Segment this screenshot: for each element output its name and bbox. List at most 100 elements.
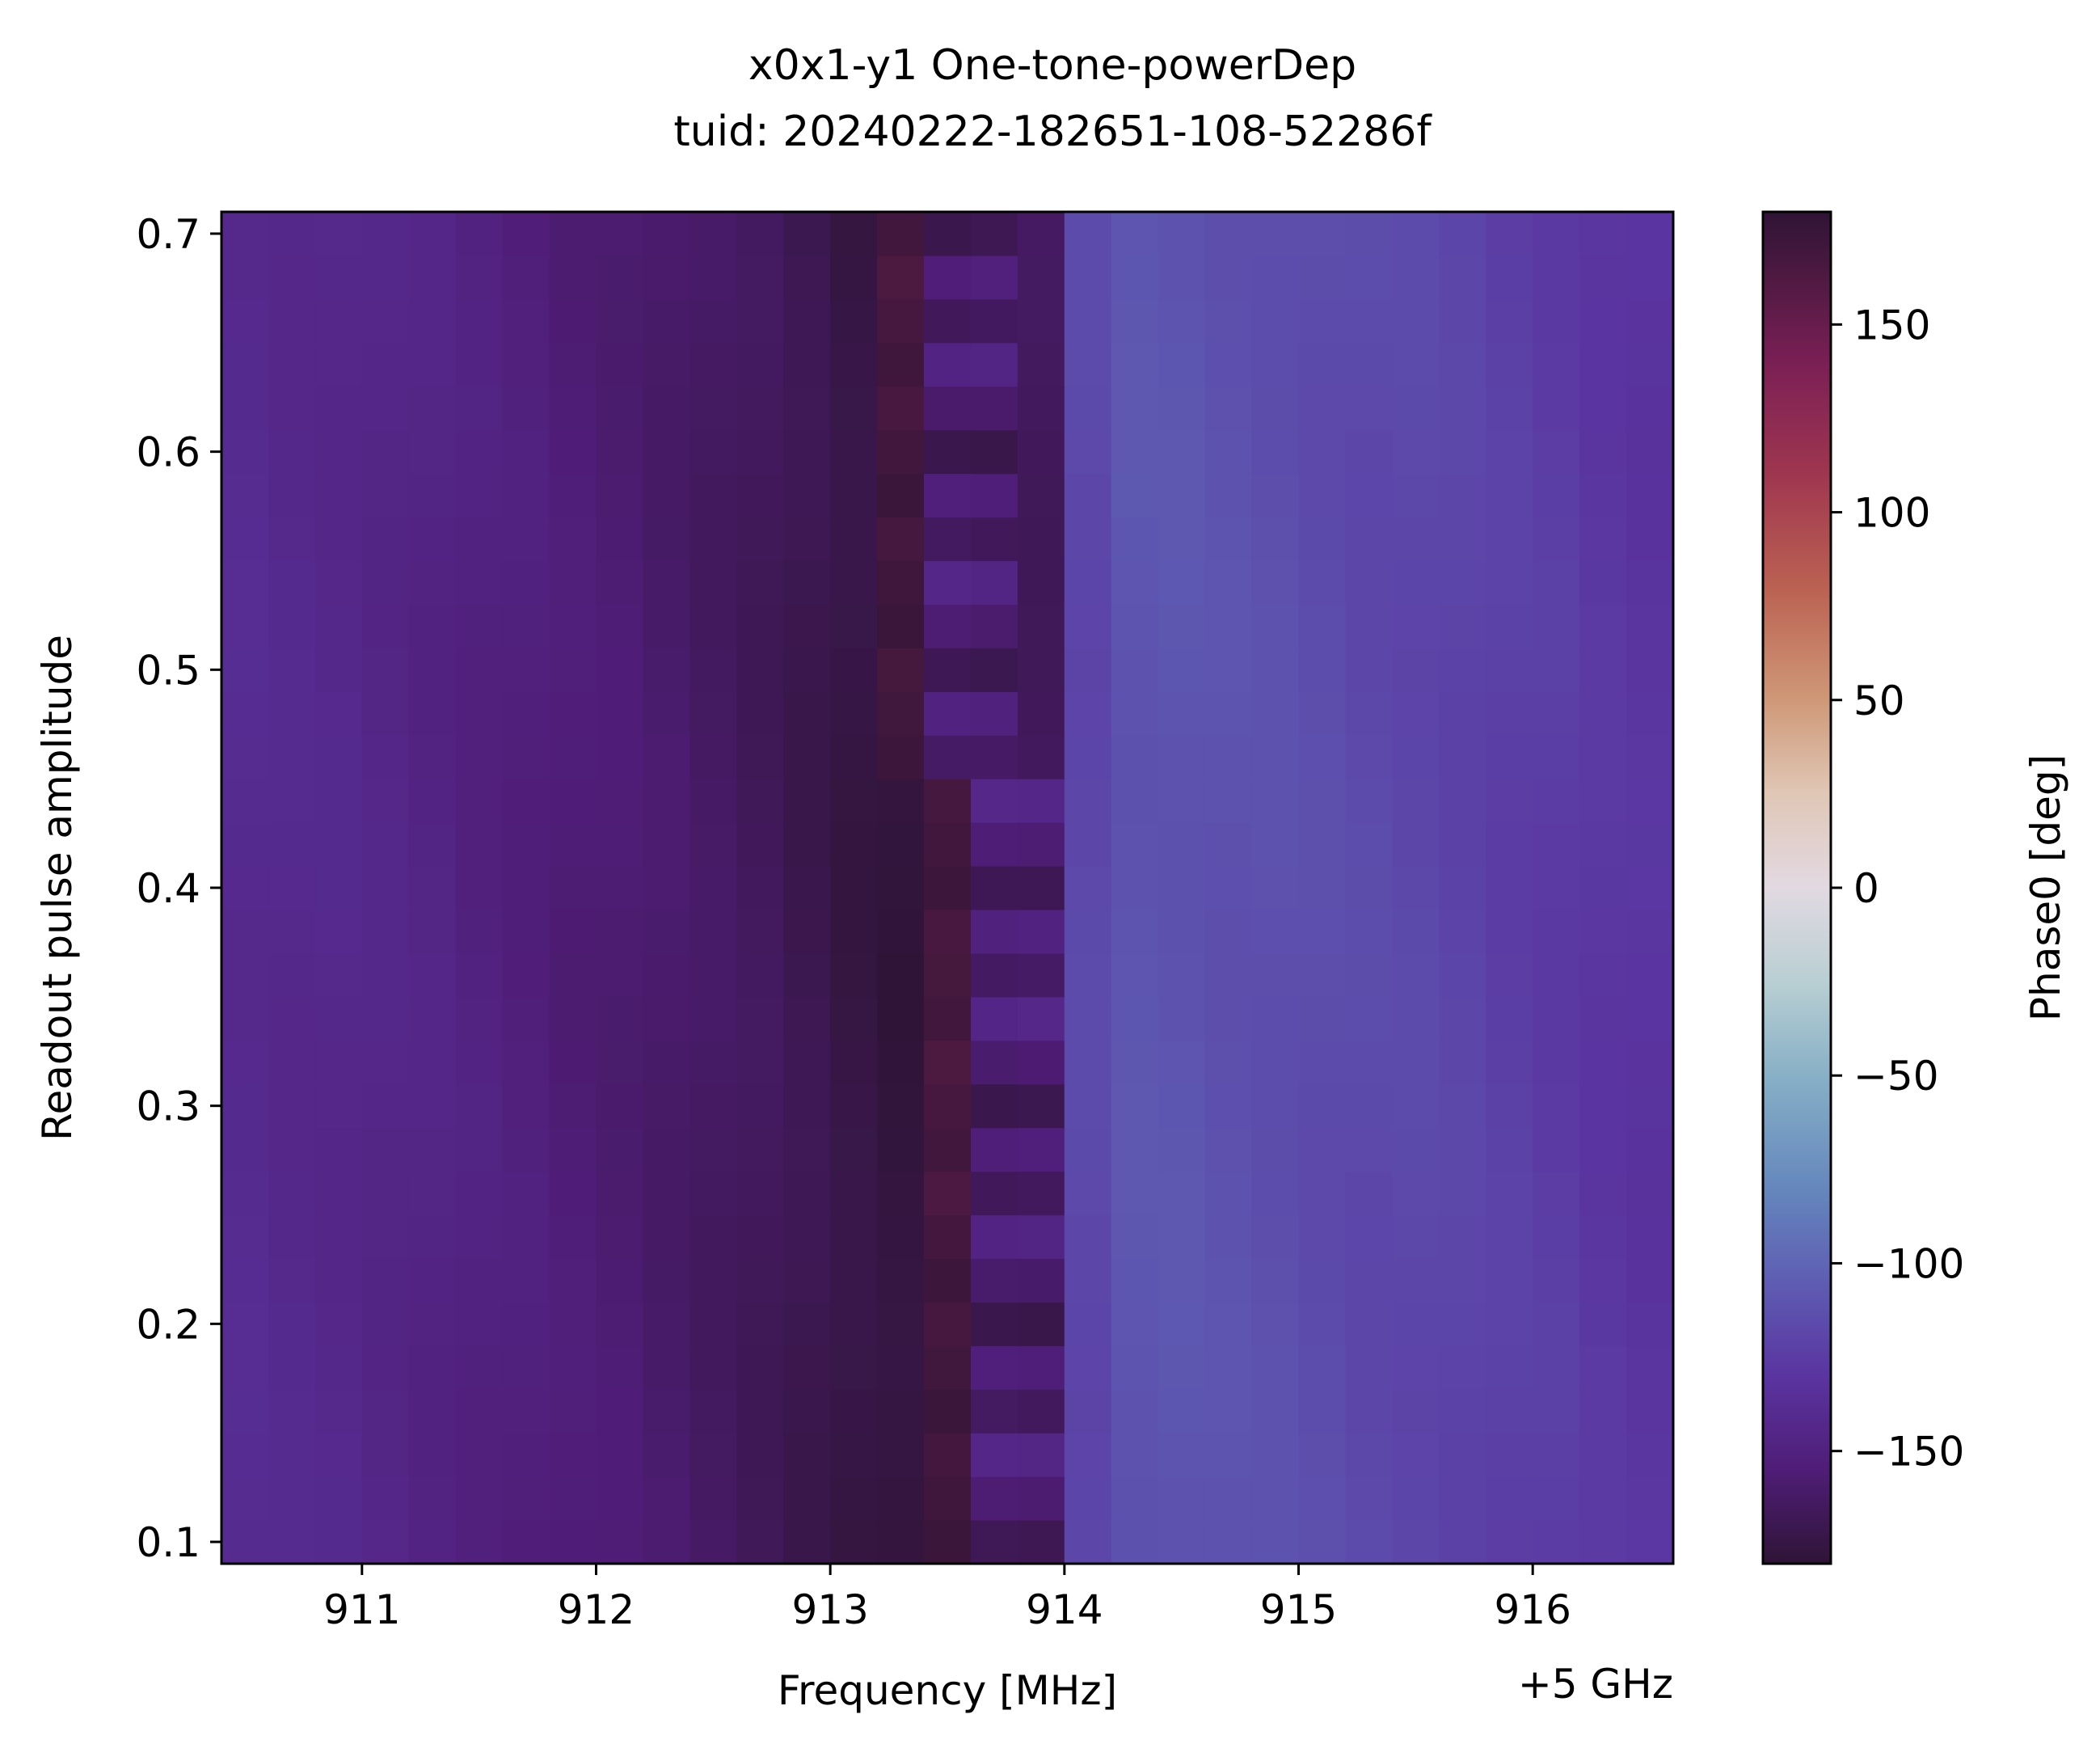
heatmap-cell xyxy=(1533,822,1580,867)
heatmap-cell xyxy=(502,1040,550,1085)
heatmap-cell xyxy=(361,517,410,561)
heatmap-cell xyxy=(455,386,504,431)
heatmap-cell xyxy=(361,952,410,998)
heatmap-cell xyxy=(314,866,363,910)
heatmap-cell xyxy=(1017,298,1065,344)
heatmap-cell xyxy=(1626,1520,1674,1565)
heatmap-cell xyxy=(455,342,504,387)
heatmap-cell xyxy=(1626,735,1674,779)
heatmap-cell xyxy=(1533,1433,1580,1477)
heatmap-cell xyxy=(361,1302,410,1346)
heatmap-cell xyxy=(408,996,457,1041)
heatmap-cell xyxy=(455,1258,504,1303)
heatmap-cell xyxy=(361,473,410,518)
heatmap-cell xyxy=(1158,1476,1206,1521)
heatmap-cell xyxy=(1579,779,1627,823)
heatmap-cell xyxy=(971,1214,1018,1259)
heatmap-cell xyxy=(268,910,316,954)
heatmap-cell xyxy=(643,822,690,867)
heatmap-cell xyxy=(1345,1345,1393,1390)
heatmap-cell xyxy=(1626,1214,1674,1259)
heatmap-cell xyxy=(1439,866,1486,910)
heatmap-cell xyxy=(783,779,831,823)
heatmap-cell xyxy=(1251,952,1300,998)
heatmap-cell xyxy=(1158,735,1206,779)
heatmap-cell xyxy=(1345,560,1393,605)
heatmap-cell xyxy=(1392,517,1440,561)
heatmap-cell xyxy=(1345,1214,1393,1259)
heatmap-cell xyxy=(783,866,831,910)
heatmap-cell xyxy=(1626,517,1674,561)
heatmap-cell xyxy=(502,735,550,779)
heatmap-cell xyxy=(596,1345,643,1390)
heatmap-cell xyxy=(1298,1214,1346,1259)
heatmap-cell xyxy=(924,1258,972,1303)
heatmap-cell xyxy=(1298,1433,1346,1477)
heatmap-cell xyxy=(830,1476,878,1521)
heatmap-cell xyxy=(502,1433,550,1477)
heatmap-cell xyxy=(455,429,504,475)
heatmap-cell xyxy=(830,429,878,475)
heatmap-cell xyxy=(1158,779,1206,823)
heatmap-cell xyxy=(1111,212,1159,256)
heatmap-cell xyxy=(455,560,504,605)
heatmap-cell xyxy=(1392,1127,1440,1172)
heatmap-cell xyxy=(1017,779,1065,823)
heatmap-cell xyxy=(408,866,457,910)
heatmap-cell xyxy=(1579,648,1627,692)
x-tick-label: 913 xyxy=(791,1586,868,1633)
heatmap-cell xyxy=(736,1258,784,1303)
heatmap-cell xyxy=(877,1345,925,1390)
heatmap-cell xyxy=(1204,298,1253,344)
heatmap-cell xyxy=(1017,1433,1065,1477)
heatmap-cell xyxy=(1579,255,1627,300)
heatmap-cell xyxy=(689,517,737,561)
heatmap-cell xyxy=(736,1083,784,1129)
heatmap-cell xyxy=(1579,429,1627,475)
heatmap-cell xyxy=(830,996,878,1041)
heatmap-cell xyxy=(1111,1520,1159,1565)
heatmap-cell xyxy=(1251,473,1300,518)
heatmap-cell xyxy=(455,212,504,256)
heatmap-cell xyxy=(1017,429,1065,475)
heatmap-cell xyxy=(830,1040,878,1085)
heatmap-cell xyxy=(1204,1389,1253,1434)
heatmap-cell xyxy=(502,866,550,910)
heatmap-cell xyxy=(1345,255,1393,300)
heatmap-cell xyxy=(1251,1258,1300,1303)
heatmap-cell xyxy=(736,996,784,1041)
heatmap-cell xyxy=(1626,560,1674,605)
heatmap-cell xyxy=(408,386,457,431)
heatmap-cell xyxy=(1064,1127,1112,1172)
heatmap-cell xyxy=(502,342,550,387)
heatmap-cell xyxy=(408,560,457,605)
heatmap-cell xyxy=(1064,1258,1112,1303)
heatmap-cell xyxy=(877,517,925,561)
heatmap-cell xyxy=(877,779,925,823)
heatmap-cell xyxy=(1298,517,1346,561)
heatmap-cell xyxy=(736,560,784,605)
heatmap-cell xyxy=(1626,429,1674,475)
heatmap-cell xyxy=(1486,604,1533,648)
heatmap-cell xyxy=(268,779,316,823)
heatmap-cell xyxy=(1251,910,1300,954)
heatmap-cell xyxy=(924,1171,972,1216)
heatmap-cell xyxy=(924,910,972,954)
heatmap-cell xyxy=(689,1389,737,1434)
heatmap-cell xyxy=(1111,866,1159,910)
heatmap-cell xyxy=(268,255,316,300)
heatmap-cell xyxy=(924,866,972,910)
heatmap-cell xyxy=(1111,429,1159,475)
heatmap-cell xyxy=(455,735,504,779)
heatmap-cell xyxy=(1111,1127,1159,1172)
heatmap-cell xyxy=(408,1040,457,1085)
heatmap-cell xyxy=(971,1127,1018,1172)
heatmap-cell xyxy=(1392,691,1440,736)
heatmap-cell xyxy=(361,1258,410,1303)
x-axis-label: Frequency [MHz] xyxy=(778,1667,1117,1714)
heatmap-cell xyxy=(596,1127,643,1172)
heatmap-cell xyxy=(877,1389,925,1434)
heatmap-cell xyxy=(924,735,972,779)
heatmap-cell xyxy=(1251,560,1300,605)
heatmap-cell xyxy=(502,298,550,344)
